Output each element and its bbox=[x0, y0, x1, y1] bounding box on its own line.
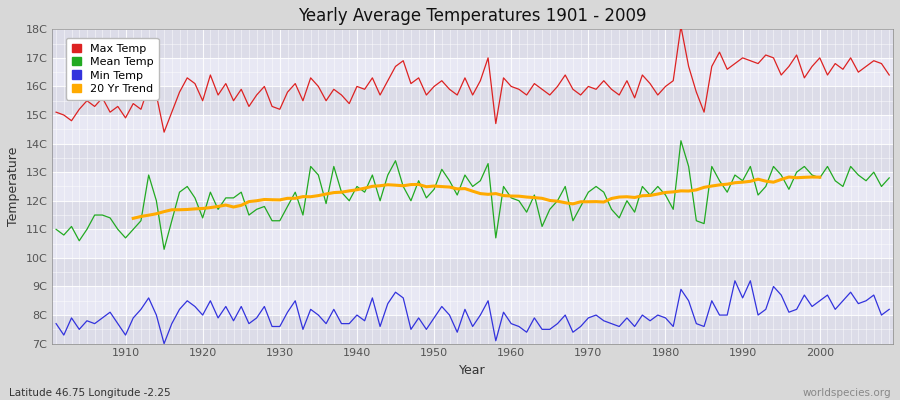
Title: Yearly Average Temperatures 1901 - 2009: Yearly Average Temperatures 1901 - 2009 bbox=[299, 7, 647, 25]
Min Temp bbox=[884, 307, 895, 312]
Max Temp bbox=[884, 73, 895, 78]
20 Yr Trend bbox=[784, 175, 795, 180]
Bar bbox=[52, 144, 893, 172]
Bar bbox=[52, 172, 893, 201]
20 Yr Trend bbox=[220, 203, 231, 208]
Bar bbox=[52, 86, 893, 115]
Max Temp bbox=[158, 130, 169, 134]
Max Temp bbox=[112, 104, 123, 109]
Min Temp bbox=[606, 321, 616, 326]
Legend: Max Temp, Mean Temp, Min Temp, 20 Yr Trend: Max Temp, Mean Temp, Min Temp, 20 Yr Tre… bbox=[67, 38, 158, 100]
Mean Temp bbox=[158, 247, 169, 252]
Max Temp bbox=[336, 93, 346, 98]
Bar bbox=[52, 58, 893, 86]
Bar bbox=[52, 286, 893, 315]
Max Temp bbox=[506, 84, 517, 89]
Max Temp bbox=[290, 81, 301, 86]
Mean Temp bbox=[514, 198, 525, 203]
Min Temp bbox=[730, 278, 741, 283]
Line: 20 Yr Trend: 20 Yr Trend bbox=[133, 177, 820, 218]
Y-axis label: Temperature: Temperature bbox=[7, 147, 20, 226]
Text: worldspecies.org: worldspecies.org bbox=[803, 388, 891, 398]
Min Temp bbox=[112, 321, 123, 326]
Bar bbox=[52, 115, 893, 144]
Line: Min Temp: Min Temp bbox=[56, 281, 889, 344]
Min Temp bbox=[50, 321, 61, 326]
Min Temp bbox=[290, 298, 301, 303]
20 Yr Trend bbox=[714, 182, 724, 187]
Max Temp bbox=[606, 87, 616, 92]
Text: Latitude 46.75 Longitude -2.25: Latitude 46.75 Longitude -2.25 bbox=[9, 388, 171, 398]
Bar bbox=[52, 258, 893, 286]
Mean Temp bbox=[606, 207, 616, 212]
20 Yr Trend bbox=[791, 175, 802, 180]
Min Temp bbox=[506, 321, 517, 326]
Min Temp bbox=[336, 321, 346, 326]
Max Temp bbox=[50, 110, 61, 114]
Max Temp bbox=[514, 87, 525, 92]
Bar bbox=[52, 201, 893, 229]
Mean Temp bbox=[884, 176, 895, 180]
Mean Temp bbox=[506, 196, 517, 200]
Mean Temp bbox=[290, 190, 301, 194]
Bar bbox=[52, 315, 893, 344]
Min Temp bbox=[514, 324, 525, 329]
Bar bbox=[52, 29, 893, 58]
Min Temp bbox=[158, 341, 169, 346]
Line: Max Temp: Max Temp bbox=[56, 26, 889, 132]
Mean Temp bbox=[336, 190, 346, 194]
20 Yr Trend bbox=[606, 196, 616, 201]
Mean Temp bbox=[676, 138, 687, 143]
20 Yr Trend bbox=[128, 216, 139, 221]
20 Yr Trend bbox=[336, 190, 346, 194]
X-axis label: Year: Year bbox=[459, 364, 486, 377]
Bar bbox=[52, 229, 893, 258]
20 Yr Trend bbox=[814, 175, 825, 180]
Mean Temp bbox=[50, 227, 61, 232]
Mean Temp bbox=[112, 227, 123, 232]
Max Temp bbox=[676, 24, 687, 29]
Line: Mean Temp: Mean Temp bbox=[56, 141, 889, 249]
20 Yr Trend bbox=[698, 185, 709, 190]
